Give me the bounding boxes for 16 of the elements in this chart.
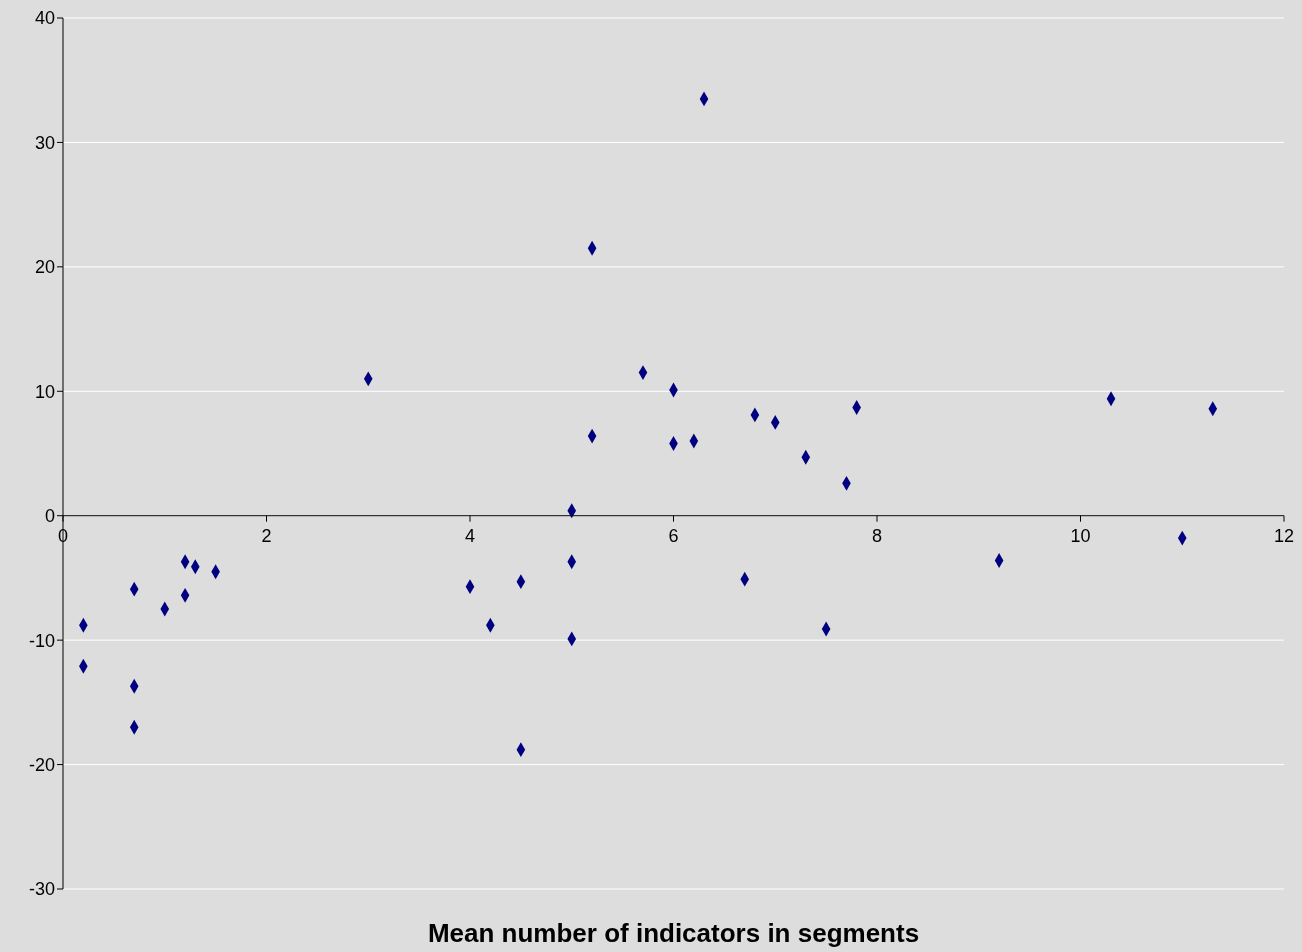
y-tick-label: 20 (34, 257, 55, 278)
x-tick-label: 6 (668, 525, 679, 546)
x-tick-label: 10 (1070, 525, 1091, 546)
x-tick-label: 4 (464, 525, 476, 546)
x-axis-title: Mean number of indicators in segments (427, 918, 920, 948)
y-tick-label: -20 (28, 754, 55, 775)
x-tick-label: 8 (871, 525, 883, 546)
y-tick-label: 40 (34, 8, 55, 29)
x-tick-label: 0 (57, 525, 69, 546)
x-tick-label: 12 (1273, 525, 1295, 546)
y-tick-label: 30 (34, 132, 55, 153)
y-tick-label: 0 (44, 506, 55, 527)
x-tick-label: 2 (261, 525, 272, 546)
y-tick-label: -30 (28, 879, 55, 900)
y-tick-label: 10 (34, 381, 55, 402)
y-tick-label: -10 (28, 630, 55, 651)
